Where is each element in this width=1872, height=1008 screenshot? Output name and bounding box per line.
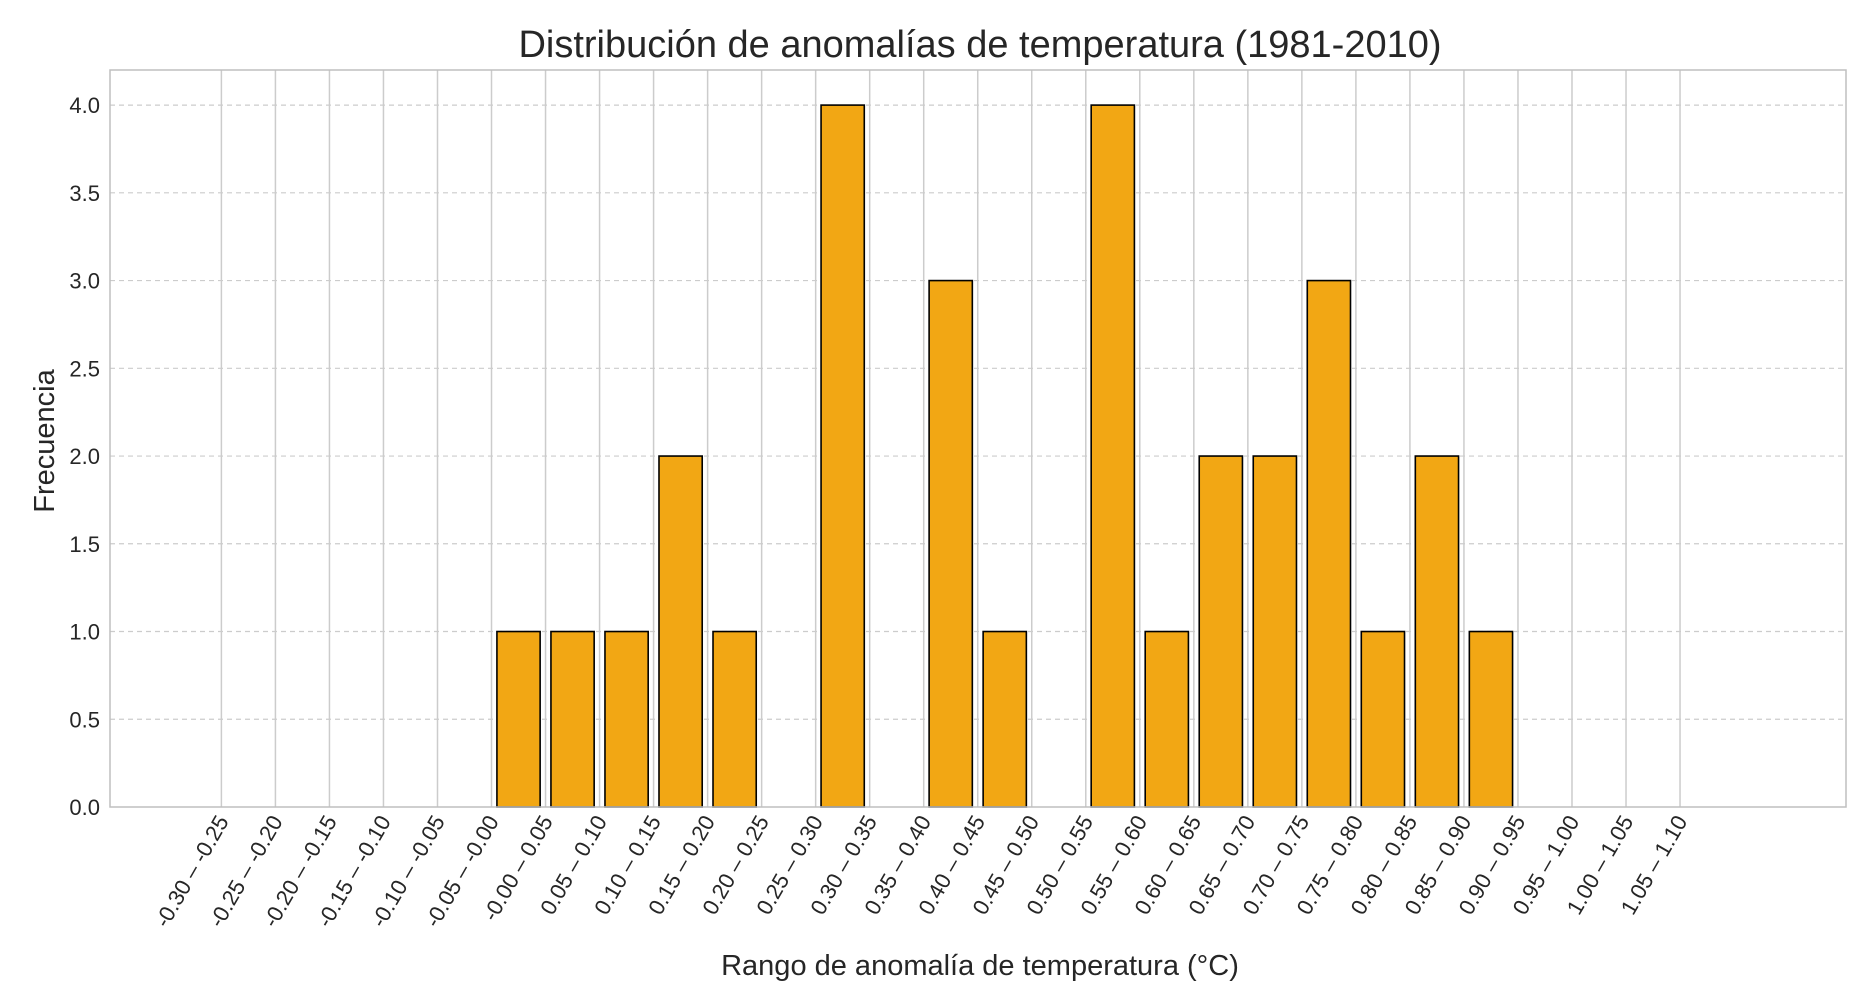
histogram-bar [1090, 104, 1136, 808]
histogram-bar [1252, 455, 1298, 808]
histogram-bar [712, 630, 758, 808]
y-tick-label: 2.5 [69, 356, 100, 381]
histogram-bar [550, 630, 595, 808]
y-tick-label: 2.0 [69, 444, 100, 469]
y-tick-label: 0.5 [69, 707, 100, 732]
histogram-bar [1144, 630, 1190, 808]
y-axis-label: Frecuencia [29, 368, 61, 512]
histogram-bar [982, 630, 1028, 808]
bar-layer [496, 104, 1514, 808]
histogram-bar [496, 630, 541, 808]
histogram-bar [820, 104, 866, 808]
histogram-bar [658, 455, 704, 808]
histogram-bar [1468, 630, 1514, 808]
y-tick-label: 3.5 [69, 181, 100, 206]
grid-layer [110, 70, 1846, 807]
histogram-bar [1360, 630, 1406, 808]
y-tick-labels: 0.0 0.5 1.0 1.5 2.0 2.5 3.0 3.5 4.0 [69, 93, 100, 820]
histogram-bar [1414, 455, 1460, 808]
x-axis-label: Rango de anomalía de temperatura (°C) [721, 950, 1239, 982]
x-tick-labels: -0.30 – -0.25-0.25 – -0.20-0.20 – -0.15-… [150, 811, 1693, 932]
chart-title: Distribución de anomalías de temperatura… [518, 24, 1441, 66]
y-tick-label: 4.0 [69, 93, 100, 118]
histogram-bar [604, 630, 649, 808]
histogram-bar [928, 279, 974, 808]
y-tick-label: 1.0 [69, 620, 100, 645]
y-tick-label: 0.0 [69, 795, 100, 820]
y-tick-label: 1.5 [69, 532, 100, 557]
plot-frame [109, 69, 1847, 808]
y-tick-label: 3.0 [69, 269, 100, 294]
histogram-bar [1198, 455, 1244, 808]
histogram-bar [1306, 279, 1352, 808]
